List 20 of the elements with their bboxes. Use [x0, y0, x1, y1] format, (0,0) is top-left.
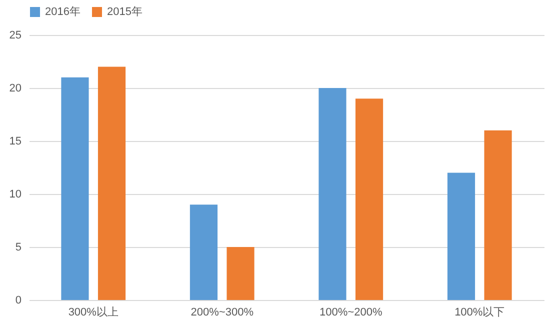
bar	[61, 77, 89, 300]
y-tick-label: 0	[15, 294, 22, 306]
x-tick-label: 100%以下	[454, 306, 505, 318]
y-tick-label: 25	[9, 30, 22, 42]
legend-label: 2016年	[45, 6, 80, 18]
x-tick-label: 300%以上	[68, 306, 118, 318]
bar	[355, 98, 384, 300]
bar	[484, 130, 512, 300]
x-tick-label: 200%~300%	[190, 306, 254, 318]
bar	[447, 172, 476, 300]
x-tick-label: 100%~200%	[320, 306, 382, 318]
bar	[190, 204, 218, 300]
y-tick-label: 20	[9, 82, 22, 94]
y-tick-label: 10	[9, 188, 22, 200]
y-tick-label: 5	[15, 242, 22, 254]
bar	[226, 247, 254, 300]
bar	[318, 88, 346, 300]
legend-label: 2015年	[107, 6, 142, 18]
bar	[98, 66, 126, 300]
y-tick-label: 15	[9, 136, 22, 148]
